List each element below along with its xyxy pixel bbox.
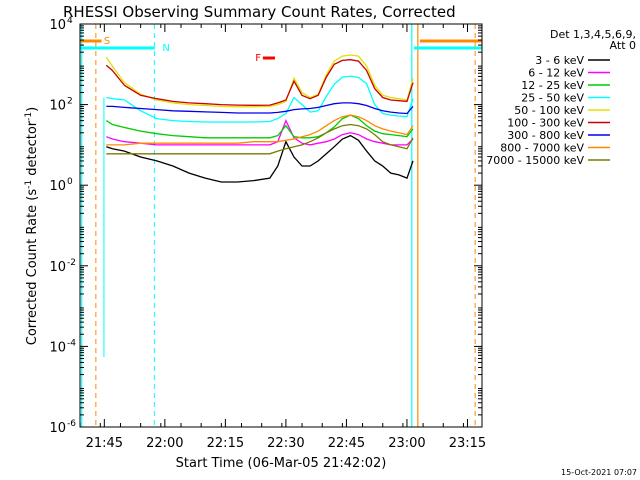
- legend-label-5: 100 - 300 keV: [507, 117, 584, 130]
- x-tick-label-2: 22:15: [207, 436, 244, 451]
- series-line-1: [106, 118, 414, 146]
- y-tick-label-4: 10: [49, 99, 66, 114]
- plot-area: S N F: [80, 24, 482, 427]
- series-line-4: [105, 54, 414, 108]
- y-label-sup2: -1: [24, 112, 34, 121]
- series-line-0: [106, 134, 414, 183]
- y-tick-label-5: 10: [49, 18, 66, 33]
- x-tick-label-1: 22:00: [146, 436, 183, 451]
- y-tick-label-1: 10: [49, 340, 66, 355]
- legend-label-6: 300 - 800 keV: [507, 129, 584, 142]
- x-tick-label-4: 22:45: [328, 436, 365, 451]
- series-line-5: [105, 59, 414, 106]
- y-tick-exponent-4: 2: [67, 97, 73, 107]
- night-flag-label: N: [162, 43, 169, 54]
- y-tick-label-0: 10: [49, 421, 66, 436]
- saa-flag-label: S: [104, 36, 110, 47]
- legend-header-1: Att 0: [610, 39, 636, 52]
- legend-label-4: 50 - 100 keV: [514, 104, 584, 117]
- y-label-main: Corrected Count Rate (s: [25, 189, 40, 346]
- legend-label-2: 12 - 25 keV: [521, 79, 584, 92]
- legend-header-0: Det 1,3,4,5,6,9,: [550, 28, 636, 41]
- y-tick-exponent-3: 0: [67, 177, 73, 187]
- plot-frame: [79, 23, 483, 428]
- y-label-end: ): [25, 107, 40, 112]
- y-tick-exponent-5: 4: [67, 16, 73, 26]
- y-axis-label: Corrected Count Rate (s-1 detector-1): [24, 107, 40, 345]
- legend-label-3: 25 - 50 keV: [521, 92, 584, 105]
- y-tick-exponent-2: -2: [67, 258, 76, 268]
- y-tick-exponent-1: -4: [67, 338, 76, 348]
- legend-label-7: 800 - 7000 keV: [500, 142, 584, 155]
- x-axis-label: Start Time (06-Mar-05 21:42:02): [176, 456, 387, 471]
- series-line-2: [105, 114, 414, 139]
- series-line-6: [106, 102, 414, 115]
- y-tick-label-2: 10: [49, 260, 66, 275]
- series-line-8: [106, 123, 414, 155]
- x-axis-ticks: 21:45 22:00 22:15 22:30 22:45 23:00 23:15: [79, 24, 486, 451]
- chart-title: RHESSI Observing Summary Count Rates, Co…: [63, 3, 456, 21]
- y-label-sup1: -1: [24, 180, 34, 189]
- legend-label-0: 3 - 6 keV: [535, 54, 584, 67]
- series-line-7: [106, 114, 414, 146]
- y-label-mid: detector: [25, 120, 40, 180]
- y-tick-label-3: 10: [49, 179, 66, 194]
- flare-flag-label: F: [255, 53, 261, 64]
- x-tick-label-5: 23:00: [388, 436, 425, 451]
- x-tick-label-3: 22:30: [267, 436, 304, 451]
- x-tick-label-6: 23:15: [449, 436, 486, 451]
- legend-label-1: 6 - 12 keV: [528, 67, 584, 80]
- legend-label-8: 7000 - 15000 keV: [486, 154, 584, 167]
- y-tick-exponent-0: -6: [67, 419, 76, 429]
- series-line-3: [106, 75, 414, 123]
- x-tick-label-0: 21:45: [86, 436, 123, 451]
- footer-timestamp: 15-Oct-2021 07:07: [561, 468, 637, 477]
